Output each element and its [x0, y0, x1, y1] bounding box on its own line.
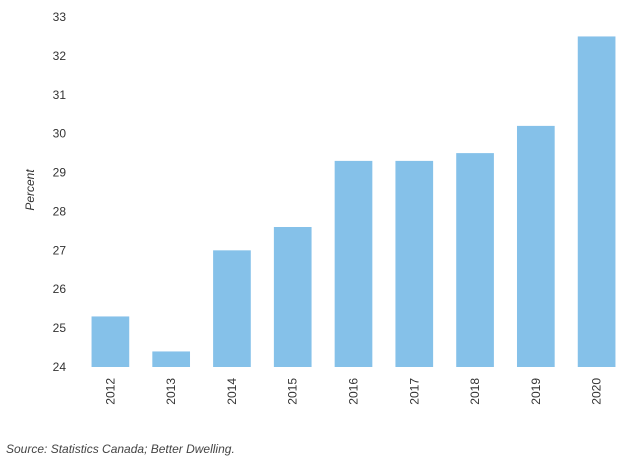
bars	[91, 36, 616, 367]
y-tick-label: 31	[53, 88, 67, 102]
y-tick-label: 33	[53, 10, 67, 24]
x-tick-label: 2020	[590, 378, 604, 405]
x-axis-ticks: 2012 2013 2014 2015 2016 2017 2018 2019 2020	[103, 378, 603, 405]
y-tick-label: 26	[53, 282, 67, 296]
source-note: Source: Statistics Canada; Better Dwelli…	[6, 442, 235, 456]
x-tick-label: 2019	[529, 378, 543, 405]
bar	[516, 125, 555, 367]
y-tick-label: 32	[53, 49, 67, 63]
bar	[334, 160, 373, 367]
x-tick-label: 2012	[103, 378, 117, 405]
y-axis-label: Percent	[23, 169, 37, 211]
x-tick-label: 2016	[347, 378, 361, 405]
bar	[577, 36, 616, 367]
y-tick-label: 25	[53, 321, 67, 335]
y-tick-label: 27	[53, 243, 67, 257]
y-tick-label: 24	[53, 360, 67, 374]
x-tick-label: 2018	[468, 378, 482, 405]
x-tick-label: 2013	[164, 378, 178, 405]
bar	[91, 316, 130, 367]
bar	[213, 250, 251, 367]
x-tick-label: 2015	[286, 378, 300, 405]
x-tick-label: 2014	[225, 378, 239, 405]
bar	[152, 351, 191, 367]
bar	[456, 153, 494, 367]
y-tick-label: 30	[53, 127, 67, 141]
y-tick-label: 28	[53, 204, 67, 218]
y-axis-ticks: 24 25 26 27 28 29 30 31 32 33	[53, 10, 67, 374]
y-tick-label: 29	[53, 166, 67, 180]
bar	[395, 160, 434, 367]
bar	[273, 227, 312, 367]
x-tick-label: 2017	[407, 378, 421, 405]
